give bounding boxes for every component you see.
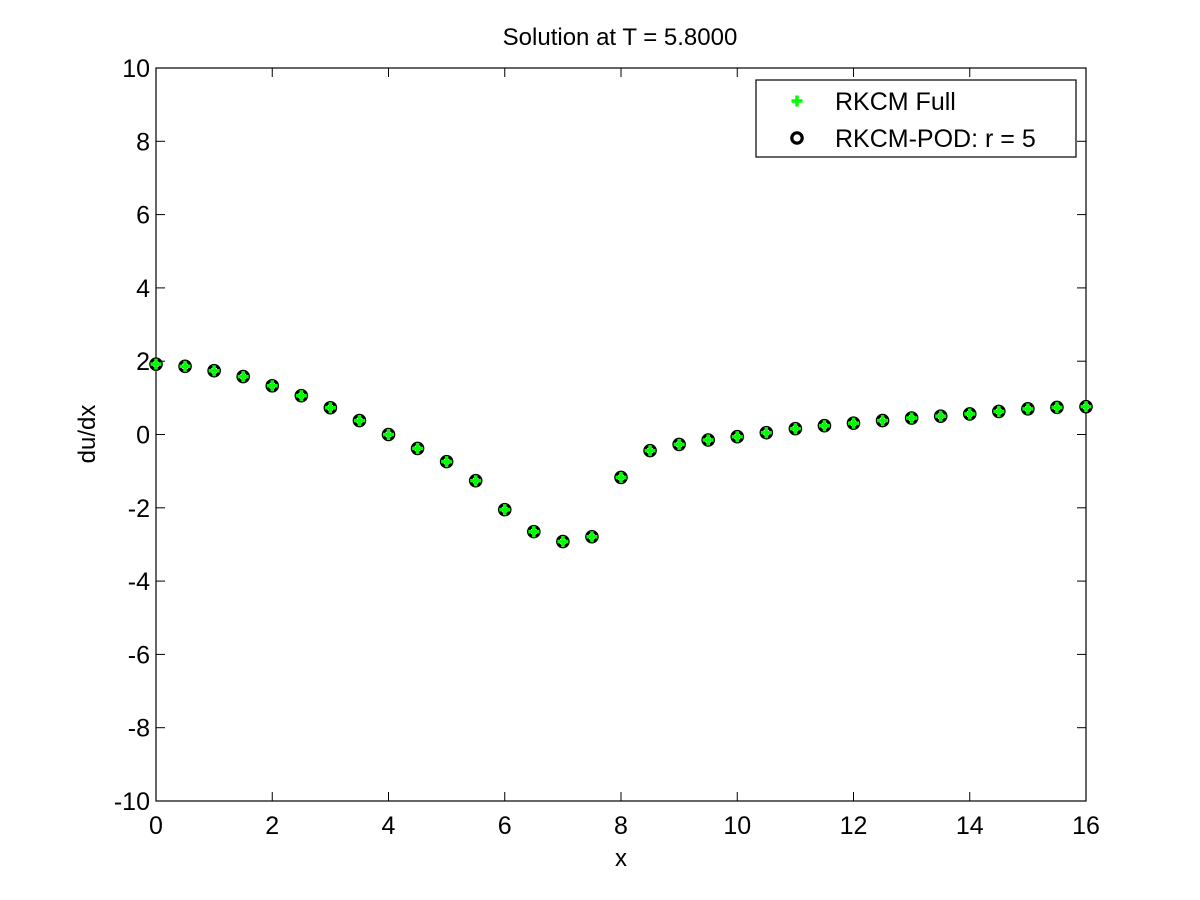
data-point-rkcm-full [993, 405, 1005, 417]
data-point-rkcm-full [237, 371, 249, 383]
legend: RKCM Full RKCM-POD: r = 5 [755, 79, 1077, 158]
x-tick-label: 4 [382, 812, 396, 840]
data-point-rkcm-full [470, 475, 482, 487]
y-tick-label: -8 [128, 715, 150, 743]
x-tick-label: 16 [1072, 812, 1100, 840]
data-point-rkcm-full [848, 417, 859, 429]
data-point-rkcm-full [208, 365, 220, 377]
y-tick-label: -2 [128, 495, 150, 523]
data-point-rkcm-full [1022, 403, 1034, 415]
legend-marker-rkcm-full [791, 95, 803, 107]
y-tick-label: 10 [122, 55, 150, 83]
legend-circle-marker [790, 131, 804, 145]
data-point-rkcm-full [818, 420, 830, 432]
axis-ticks [155, 67, 1087, 802]
plot-area [155, 67, 1087, 802]
data-point-rkcm-full [586, 531, 598, 543]
legend-marker-rkcm-pod [790, 131, 804, 145]
legend-label-rkcm-full: RKCM Full [835, 88, 956, 116]
data-point-rkcm-full [760, 427, 772, 439]
x-axis-title: x [615, 845, 627, 872]
data-point-rkcm-full [964, 408, 976, 420]
y-tick-label: -6 [128, 641, 150, 669]
data-point-rkcm-full [644, 445, 656, 457]
data-point-rkcm-full [383, 429, 394, 440]
x-tick-label: 10 [723, 812, 751, 840]
y-tick-label: 6 [136, 202, 150, 230]
data-point-rkcm-full [324, 402, 336, 414]
data-point-rkcm-full [441, 456, 453, 468]
data-point-rkcm-full [499, 504, 511, 516]
data-point-rkcm-full [789, 423, 801, 435]
x-tick-label: 14 [956, 812, 984, 840]
data-point-rkcm-full [906, 412, 918, 424]
legend-box [755, 79, 1077, 158]
data-point-rkcm-full [179, 360, 191, 372]
data-point-rkcm-full [877, 415, 889, 427]
data-point-rkcm-full [702, 434, 714, 446]
x-tick-label: 12 [840, 812, 868, 840]
axis-tick-labels: 0 2 4 6 8 10 12 14 16 -10 -8 -6 -4 -2 0 2 4 6 8 10 [114, 55, 1100, 840]
data-point-rkcm-full [557, 536, 569, 548]
data-point-rkcm-full [412, 442, 424, 454]
y-tick-label: 8 [136, 128, 150, 156]
data-points [149, 357, 1093, 549]
y-tick-label: -10 [114, 788, 150, 816]
x-tick-label: 6 [498, 812, 512, 840]
data-point-rkcm-full [1051, 401, 1063, 413]
chart-title: Solution at T = 5.8000 [503, 24, 738, 51]
x-tick-label: 2 [265, 812, 279, 840]
y-tick-label: 2 [136, 348, 150, 376]
data-point-rkcm-full [673, 438, 685, 450]
y-tick-label: 4 [136, 275, 150, 303]
data-point-rkcm-full [150, 358, 162, 370]
data-point-rkcm-full [353, 415, 365, 427]
y-tick-label: 0 [136, 422, 150, 450]
legend-plus-marker [791, 95, 803, 107]
data-point-rkcm-full [295, 390, 307, 402]
data-point-rkcm-full [615, 471, 627, 483]
y-axis-title: du/dx [74, 405, 101, 464]
data-point-rkcm-full [935, 410, 947, 422]
data-point-rkcm-full [266, 380, 278, 392]
y-tick-label: -4 [128, 568, 150, 596]
data-point-rkcm-full [1080, 401, 1092, 413]
data-point-rkcm-full [731, 431, 743, 443]
x-tick-label: 0 [149, 812, 163, 840]
data-point-rkcm-full [528, 526, 540, 538]
legend-label-rkcm-pod: RKCM-POD: r = 5 [835, 125, 1036, 153]
x-tick-label: 8 [614, 812, 628, 840]
